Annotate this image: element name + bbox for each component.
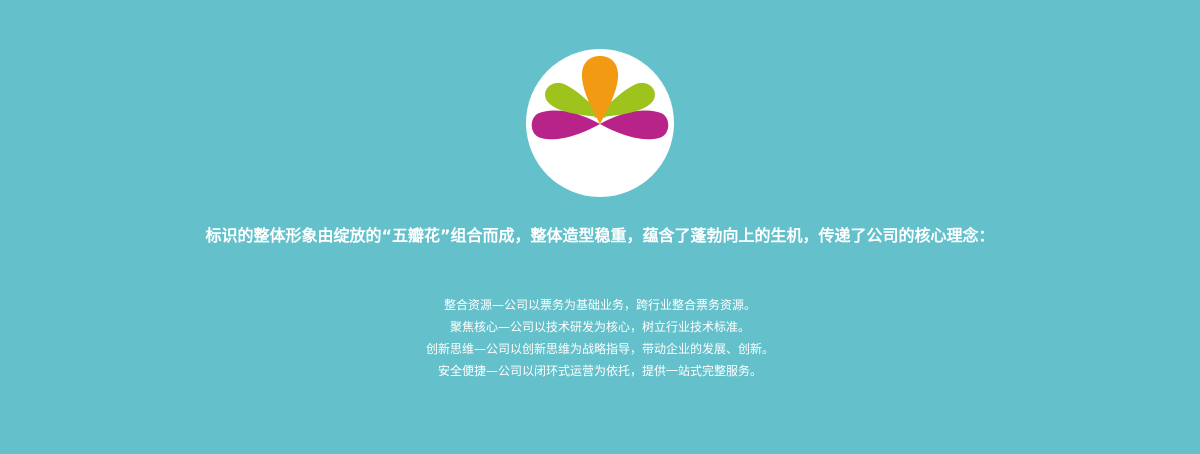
core-principles-list: 整合资源—公司以票务为基础业务，跨行业整合票务资源。 聚焦核心—公司以技术研发为… <box>0 294 1200 382</box>
magenta-petal-right <box>600 110 669 140</box>
five-petal-flower-logo <box>526 49 674 197</box>
magenta-petal-left <box>531 110 600 140</box>
green-petal-left <box>545 82 606 118</box>
principle-safe-convenient: 安全便捷—公司以闭环式运营为依托，提供一站式完整服务。 <box>437 364 762 378</box>
principle-integrate-resources: 整合资源—公司以票务为基础业务，跨行业整合票务资源。 <box>443 298 756 312</box>
principle-innovative-thinking: 创新思维—公司以创新思维为战略指导，带动企业的发展、创新。 <box>425 342 774 356</box>
logo-description: 标识的整体形象由绽放的“五瓣花”组合而成，整体造型稳重，蕴含了蓬勃向上的生机，传… <box>205 226 995 245</box>
green-petal-right <box>594 82 655 118</box>
orange-petal-center <box>581 56 619 124</box>
principle-focus-core: 聚焦核心—公司以技术研发为核心，树立行业技术标准。 <box>449 320 750 334</box>
